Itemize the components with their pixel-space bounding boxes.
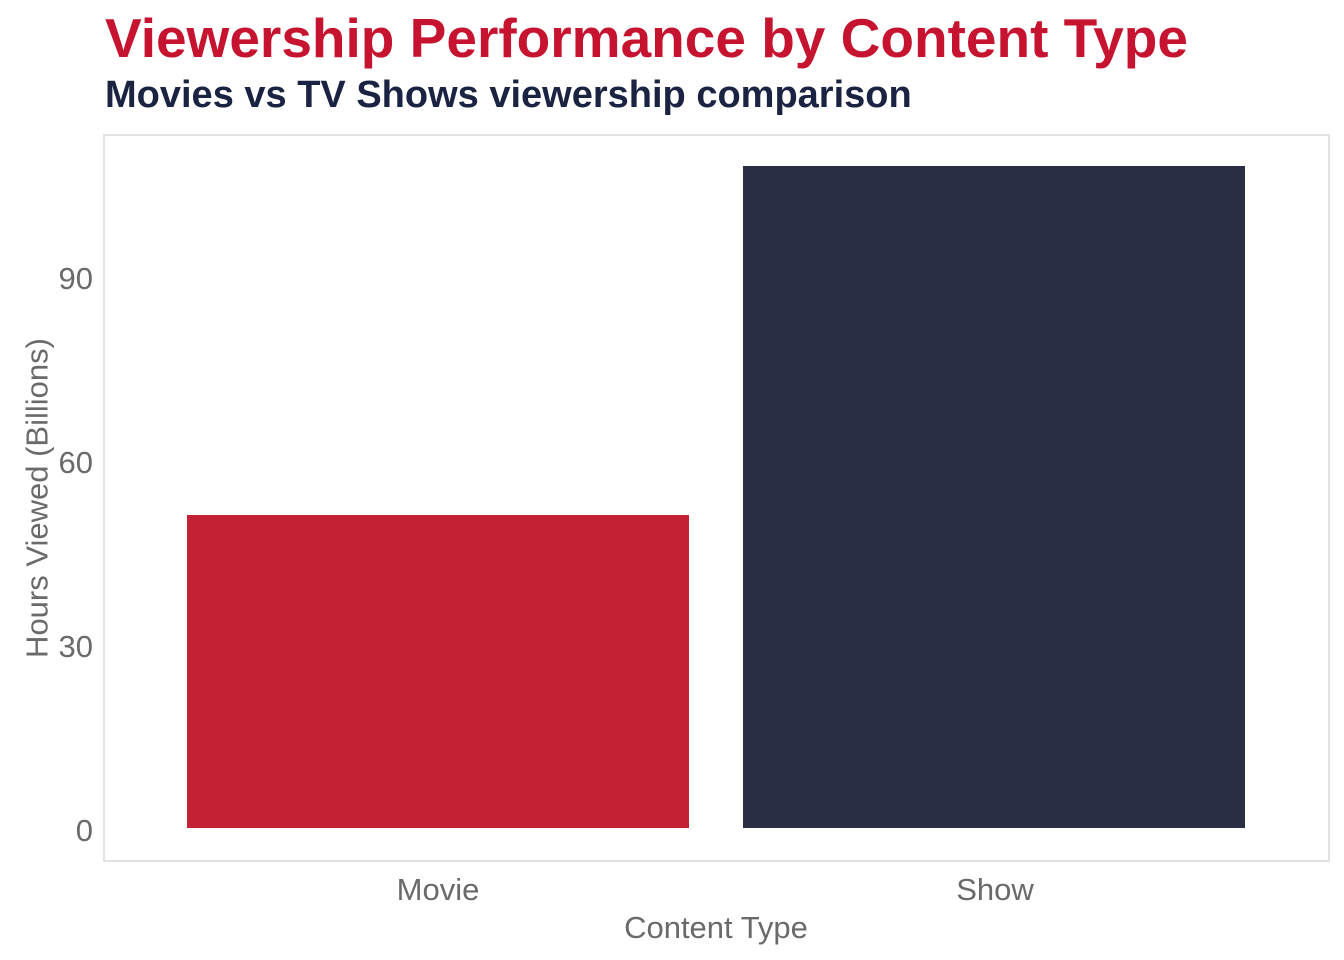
x-tick-label-movie: Movie xyxy=(396,872,480,907)
y-tick-label-30: 30 xyxy=(58,628,93,664)
chart-title: Viewership Performance by Content Type xyxy=(105,7,1188,69)
plot-area xyxy=(103,134,1330,862)
x-tick-label-show: Show xyxy=(956,872,1034,907)
x-axis-title: Content Type xyxy=(624,910,808,945)
bar-show xyxy=(743,165,1245,829)
y-tick-label-90: 90 xyxy=(58,260,93,296)
y-tick-label-0: 0 xyxy=(75,812,93,848)
y-axis-title: Hours Viewed (Billions) xyxy=(19,338,55,658)
bar-movie xyxy=(187,515,689,829)
chart-subtitle: Movies vs TV Shows viewership comparison xyxy=(105,74,912,116)
y-tick-label-60: 60 xyxy=(58,444,93,480)
